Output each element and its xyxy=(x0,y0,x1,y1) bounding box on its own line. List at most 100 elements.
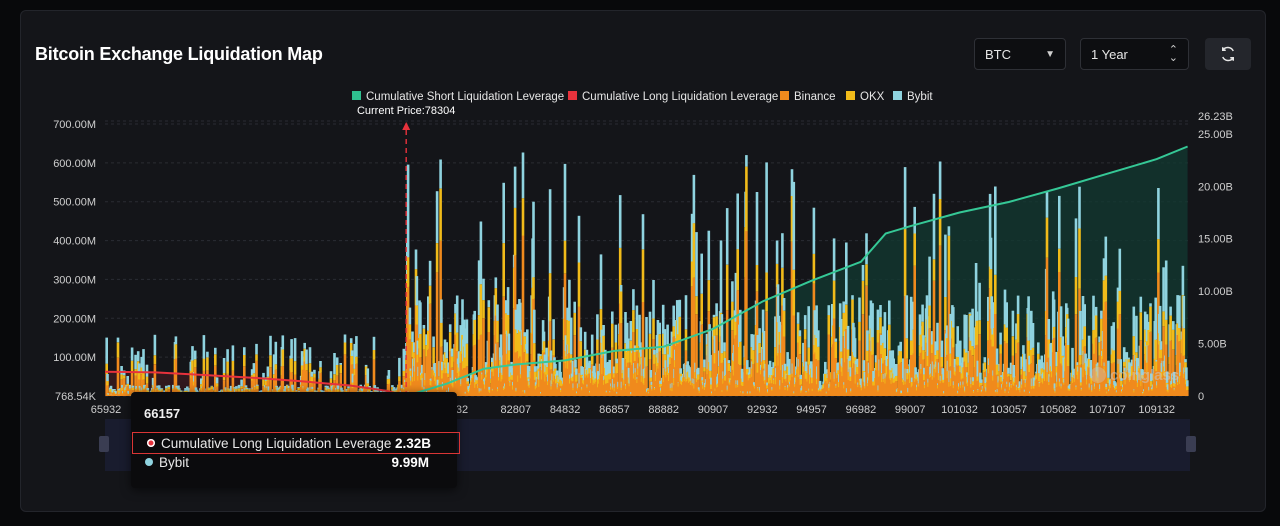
okx-bar xyxy=(599,309,603,338)
okx-bar xyxy=(482,300,485,319)
x-tick-label: 90907 xyxy=(698,404,729,416)
bybit-bar xyxy=(115,391,118,394)
bybit-bar xyxy=(1053,383,1057,389)
okx-bar xyxy=(252,373,256,378)
bybit-bar xyxy=(349,338,353,343)
binance-bar xyxy=(422,349,426,396)
binance-bar xyxy=(624,359,627,396)
bybit-bar xyxy=(545,347,548,366)
bybit-bar xyxy=(652,280,655,319)
okx-bar xyxy=(459,351,462,363)
bybit-bar xyxy=(778,321,781,332)
bybit-bar xyxy=(266,366,270,377)
bybit-bar xyxy=(339,363,342,365)
okx-bar xyxy=(725,264,729,311)
bybit-bar xyxy=(341,389,344,392)
binance-bar xyxy=(272,380,276,396)
short-leverage-line xyxy=(405,145,1188,397)
coin-select-value: BTC xyxy=(985,46,1011,62)
refresh-icon xyxy=(1222,46,1234,62)
bybit-bar xyxy=(892,358,895,374)
bybit-bar xyxy=(1115,383,1118,387)
range-select[interactable]: 1 Year ⌃ ⌄ xyxy=(1080,38,1189,70)
bybit-bar xyxy=(579,327,583,342)
okx-bar xyxy=(274,364,278,370)
binance-bar xyxy=(752,363,755,396)
okx-bar xyxy=(632,310,635,332)
bybit-bar xyxy=(1112,322,1115,351)
okx-bar xyxy=(335,365,339,376)
okx-bar xyxy=(1098,342,1101,356)
okx-bar xyxy=(160,389,164,391)
okx-bar xyxy=(355,356,358,364)
bybit-bar xyxy=(281,335,285,350)
okx-bar xyxy=(913,233,916,266)
okx-bar xyxy=(991,334,994,347)
okx-bar xyxy=(287,388,291,391)
okx-bar xyxy=(269,355,272,368)
okx-bar xyxy=(473,319,476,345)
okx-bar xyxy=(678,316,682,342)
okx-bar xyxy=(408,324,412,340)
okx-bar xyxy=(756,362,760,373)
okx-bar xyxy=(692,223,696,278)
bybit-bar xyxy=(666,324,669,345)
okx-bar xyxy=(1150,381,1153,387)
bybit-bar xyxy=(136,351,140,362)
bybit-bar xyxy=(473,310,476,320)
okx-bar xyxy=(807,347,810,365)
bybit-bar xyxy=(256,384,259,386)
okx-bar xyxy=(827,315,831,335)
binance-bar xyxy=(252,377,256,396)
binance-bar xyxy=(834,358,838,396)
okx-bar xyxy=(626,350,630,363)
bybit-bar xyxy=(947,226,951,236)
legend-swatch xyxy=(893,91,902,100)
binance-bar xyxy=(670,358,674,396)
okx-bar xyxy=(923,374,926,381)
bybit-bar xyxy=(879,305,882,318)
okx-bar xyxy=(1162,311,1165,327)
bybit-bar xyxy=(839,319,843,352)
bybit-bar xyxy=(1061,336,1065,356)
okx-bar xyxy=(792,269,796,316)
coin-select[interactable]: BTC ▼ xyxy=(974,38,1066,70)
okx-bar xyxy=(193,359,197,368)
bybit-bar xyxy=(406,164,410,258)
binance-bar xyxy=(116,357,120,396)
okx-bar xyxy=(559,379,562,386)
bybit-bar xyxy=(727,360,731,364)
binance-bar xyxy=(963,361,966,396)
bybit-bar xyxy=(842,301,845,313)
bybit-bar xyxy=(641,214,645,250)
bybit-bar xyxy=(308,347,312,364)
x-tick-label: 107107 xyxy=(1089,404,1126,416)
tooltip-row-label: Bybit xyxy=(159,454,190,470)
bybit-bar xyxy=(663,329,667,355)
refresh-button[interactable] xyxy=(1205,38,1251,70)
bybit-bar xyxy=(439,159,442,189)
bybit-bar xyxy=(206,351,209,358)
binance-bar xyxy=(1052,337,1056,396)
binance-bar xyxy=(1147,345,1150,396)
bybit-bar xyxy=(1016,295,1020,314)
okx-bar xyxy=(709,370,712,379)
okx-bar xyxy=(650,384,654,388)
binance-bar xyxy=(243,366,246,396)
bybit-bar xyxy=(1079,310,1082,356)
bybit-bar xyxy=(1030,310,1033,350)
bybit-bar xyxy=(856,358,859,367)
okx-bar xyxy=(989,269,993,310)
bybit-bar xyxy=(1116,287,1120,302)
okx-bar xyxy=(645,347,648,367)
bybit-bar xyxy=(676,308,680,335)
okx-bar xyxy=(959,365,962,372)
bybit-bar xyxy=(107,393,110,395)
okx-bar xyxy=(1139,312,1143,341)
binance-bar xyxy=(956,365,959,396)
bybit-bar xyxy=(345,389,349,391)
okx-bar xyxy=(174,344,178,359)
okx-bar xyxy=(115,393,118,394)
okx-bar xyxy=(343,342,347,355)
bybit-bar xyxy=(479,221,483,285)
